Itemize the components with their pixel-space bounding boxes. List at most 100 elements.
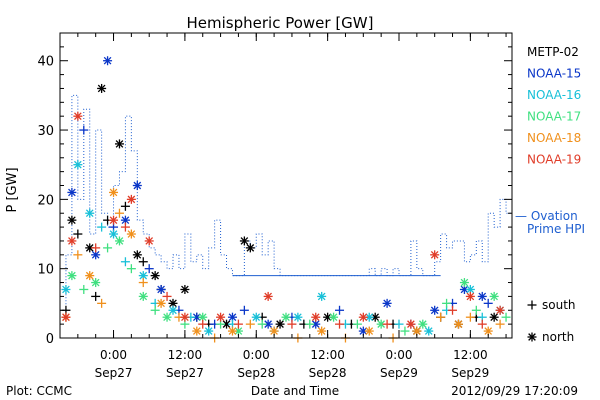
north-marker xyxy=(144,236,154,246)
north-marker xyxy=(317,326,327,336)
south-marker xyxy=(335,319,345,329)
south-marker xyxy=(138,257,148,267)
north-marker xyxy=(227,312,237,322)
north-marker xyxy=(109,187,119,197)
north-marker xyxy=(245,243,255,253)
south-marker xyxy=(73,250,83,260)
south-marker xyxy=(471,305,481,315)
legend-entry-metp-02: METP-02 xyxy=(527,45,579,59)
south-marker xyxy=(103,243,113,253)
legend-entry-noaa-19: NOAA-19 xyxy=(527,153,581,167)
y-tick-label: 30 xyxy=(37,124,54,139)
x-tick-label-time: 12:00 xyxy=(453,348,488,362)
south-marker xyxy=(150,305,160,315)
south-marker xyxy=(257,319,267,329)
north-marker xyxy=(67,215,77,225)
north-marker xyxy=(382,298,392,308)
south-marker xyxy=(501,312,511,322)
south-marker xyxy=(114,208,124,218)
south-marker xyxy=(120,257,130,267)
south-marker xyxy=(394,319,404,329)
south-marker xyxy=(465,312,475,322)
legend-entry-noaa-16: NOAA-16 xyxy=(527,88,581,102)
south-marker xyxy=(495,319,505,329)
south-marker xyxy=(91,291,101,301)
north-marker xyxy=(85,271,95,281)
north-marker xyxy=(156,284,166,294)
north-marker xyxy=(495,305,505,315)
marker-legend-label-north: north xyxy=(542,330,574,344)
legend: METP-02 NOAA-15 NOAA-16 NOAA-17 NOAA-18 NOAA-… xyxy=(527,45,581,167)
marker-legend-symbol-north xyxy=(527,332,537,342)
north-marker xyxy=(109,229,119,239)
south-marker xyxy=(73,229,83,239)
north-marker xyxy=(180,312,190,322)
north-marker xyxy=(459,278,469,288)
south-marker xyxy=(382,319,392,329)
x-tick-label-date: Sep27 xyxy=(95,366,133,380)
north-marker xyxy=(126,194,136,204)
south-marker xyxy=(436,312,446,322)
south-marker xyxy=(97,298,107,308)
plot-area xyxy=(60,56,513,343)
x-tick-label-date: Sep27 xyxy=(166,366,204,380)
x-axis-label: Date and Time xyxy=(251,384,339,398)
north-marker xyxy=(85,208,95,218)
x-tick-label-date: Sep29 xyxy=(380,366,418,380)
north-marker xyxy=(138,271,148,281)
y-axis-label: P [GW] xyxy=(5,167,20,212)
north-marker xyxy=(73,111,83,121)
marker-legend-symbol-south xyxy=(527,300,537,310)
legend-entry-noaa-15: NOAA-15 xyxy=(527,67,581,81)
south-marker xyxy=(352,319,362,329)
south-marker xyxy=(126,264,136,274)
x-tick-label-time: 0:00 xyxy=(100,348,127,362)
north-marker xyxy=(204,326,214,336)
south-marker xyxy=(448,305,458,315)
x-tick-label-date: Sep29 xyxy=(451,366,489,380)
chart-title: Hemispheric Power [GW] xyxy=(187,14,374,32)
x-axis-ticks: 0:00 Sep27 12:00 Sep27 0:00 Sep28 12:00 Sep28 0:… xyxy=(59,33,507,380)
legend-entry-noaa-18: NOAA-18 xyxy=(527,131,581,145)
north-marker xyxy=(489,291,499,301)
series-noaa-19 xyxy=(61,111,505,329)
plot-credit: Plot: CCMC xyxy=(6,384,72,398)
x-tick-label-time: 0:00 xyxy=(386,348,413,362)
north-marker xyxy=(216,312,226,322)
north-marker xyxy=(311,312,321,322)
north-marker xyxy=(61,312,71,322)
north-marker xyxy=(162,312,172,322)
south-marker xyxy=(305,319,315,329)
north-marker xyxy=(180,284,190,294)
north-marker xyxy=(97,83,107,93)
north-marker xyxy=(138,291,148,301)
ovation-label-line2: Prime HPI xyxy=(527,222,585,236)
south-marker xyxy=(239,305,249,315)
south-marker xyxy=(233,319,243,329)
south-marker xyxy=(198,319,208,329)
series-noaa-17 xyxy=(67,236,511,336)
north-marker xyxy=(103,56,113,66)
north-marker xyxy=(364,326,374,336)
generation-timestamp: 2012/09/29 17:20:09 xyxy=(451,384,578,398)
north-marker xyxy=(227,326,237,336)
south-marker xyxy=(138,278,148,288)
south-marker xyxy=(120,201,130,211)
north-marker xyxy=(67,271,77,281)
south-marker xyxy=(79,125,89,135)
north-marker xyxy=(114,139,124,149)
south-marker xyxy=(162,291,172,301)
north-marker xyxy=(239,236,249,246)
north-marker xyxy=(358,312,368,322)
y-tick-label: 20 xyxy=(37,193,54,208)
south-marker xyxy=(442,298,452,308)
south-marker xyxy=(91,243,101,253)
south-marker xyxy=(79,284,89,294)
north-marker xyxy=(73,160,83,170)
north-marker xyxy=(67,187,77,197)
north-marker xyxy=(61,284,71,294)
ovation-label-line1: — Ovation xyxy=(515,209,578,223)
plot-frame xyxy=(59,32,513,339)
north-marker xyxy=(281,312,291,322)
